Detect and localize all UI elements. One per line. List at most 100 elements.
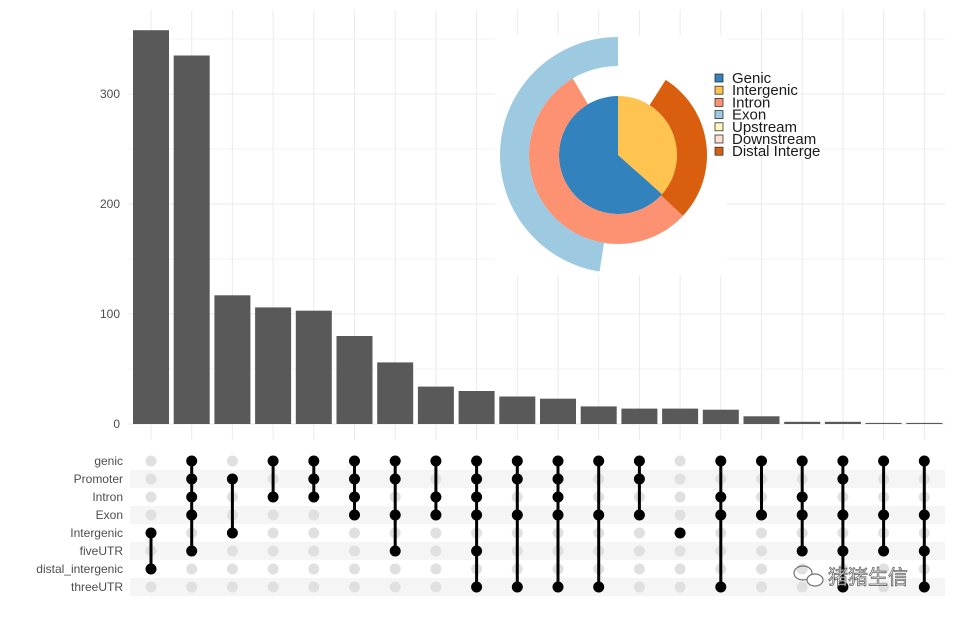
y-tick-label: 200 bbox=[100, 197, 120, 211]
intersection-bar bbox=[621, 408, 658, 424]
matrix-dot-empty bbox=[796, 581, 808, 593]
intersection-bar bbox=[336, 336, 373, 424]
matrix-dot-empty bbox=[308, 563, 320, 575]
matrix-dot-filled bbox=[267, 455, 279, 467]
matrix-dot-empty bbox=[145, 491, 157, 503]
matrix-dot-filled bbox=[918, 581, 930, 593]
matrix-dot-filled bbox=[918, 545, 930, 557]
matrix-dot-empty bbox=[267, 545, 279, 557]
matrix-dot-filled bbox=[145, 527, 157, 539]
legend-label: Upstream bbox=[732, 119, 797, 136]
intersection-bar bbox=[133, 30, 169, 424]
matrix-dot-empty bbox=[674, 563, 686, 575]
legend-swatch bbox=[714, 134, 724, 144]
wechat-icon-bubble bbox=[806, 573, 824, 587]
matrix-dot-filled bbox=[715, 509, 727, 521]
wechat-icon bbox=[793, 565, 813, 581]
legend-swatch bbox=[714, 110, 724, 119]
matrix-dot-filled bbox=[837, 509, 849, 521]
legend-label: Intron bbox=[732, 94, 770, 111]
matrix-dot-filled bbox=[471, 509, 483, 521]
matrix-dot-filled bbox=[837, 581, 849, 593]
matrix-dot-empty bbox=[674, 509, 686, 521]
matrix-dot-empty bbox=[349, 581, 360, 593]
matrix-dot-empty bbox=[674, 455, 686, 467]
matrix-dot-filled bbox=[511, 473, 523, 485]
set-label: Intergenic bbox=[70, 526, 123, 540]
matrix-dot-empty bbox=[756, 545, 767, 557]
matrix-dot-filled bbox=[430, 509, 442, 521]
matrix-row-stripe bbox=[130, 470, 945, 488]
set-label: Exon bbox=[96, 508, 123, 522]
intersection-bar bbox=[173, 55, 210, 424]
matrix-dot-filled bbox=[878, 455, 890, 467]
matrix-dot-empty bbox=[674, 491, 686, 503]
legend-swatch bbox=[714, 146, 724, 156]
matrix-dot-filled bbox=[918, 455, 930, 467]
intersection-bar bbox=[458, 391, 495, 424]
matrix-dot-filled bbox=[633, 509, 645, 521]
matrix-dot-filled bbox=[633, 455, 645, 467]
matrix-dot-empty bbox=[226, 581, 238, 593]
matrix-dot-empty bbox=[389, 563, 401, 575]
matrix-dot-filled bbox=[593, 509, 605, 521]
matrix-dot-filled bbox=[430, 455, 442, 467]
matrix-dot-filled bbox=[186, 545, 198, 557]
matrix-dot-filled bbox=[756, 509, 767, 521]
matrix-dot-empty bbox=[308, 581, 320, 593]
watermark: 猪猪生信 bbox=[793, 565, 908, 589]
pie-segment-intergenic bbox=[618, 96, 677, 195]
set-label: Promoter bbox=[74, 472, 123, 486]
matrix-dot-filled bbox=[471, 581, 483, 593]
intersection-bar bbox=[214, 295, 251, 424]
matrix-dot-filled bbox=[511, 455, 523, 467]
set-label: distal_intergenic bbox=[36, 562, 123, 576]
matrix-dot-filled bbox=[308, 455, 320, 467]
matrix-dot-empty bbox=[756, 581, 767, 593]
matrix-dot-empty bbox=[878, 563, 890, 575]
matrix-dot-filled bbox=[471, 473, 483, 485]
matrix-dot-filled bbox=[552, 581, 564, 593]
matrix-dot-filled bbox=[471, 545, 483, 557]
matrix-dot-empty bbox=[389, 581, 401, 593]
pie-segment-exon bbox=[500, 37, 618, 272]
matrix-dot-filled bbox=[226, 473, 238, 485]
intersection-bar bbox=[702, 409, 739, 424]
matrix-dot-empty bbox=[226, 545, 238, 557]
matrix-dot-filled bbox=[552, 491, 564, 503]
legend-swatch bbox=[714, 85, 724, 95]
matrix-dot-empty bbox=[267, 527, 279, 539]
matrix-dot-empty bbox=[674, 581, 686, 593]
set-label: genic bbox=[94, 454, 123, 468]
matrix-dot-filled bbox=[349, 455, 360, 467]
legend-label: Downstream bbox=[732, 131, 816, 148]
matrix-dot-empty bbox=[878, 581, 890, 593]
matrix-dot-empty bbox=[308, 509, 320, 521]
matrix-dot-filled bbox=[796, 455, 808, 467]
matrix-dot-filled bbox=[756, 455, 767, 467]
intersection-bar bbox=[540, 398, 576, 424]
matrix-dot-empty bbox=[674, 473, 686, 485]
matrix-dot-empty bbox=[349, 563, 360, 575]
intersection-bar bbox=[906, 422, 943, 424]
matrix-dot-empty bbox=[308, 545, 320, 557]
matrix-dot-empty bbox=[633, 527, 645, 539]
matrix-dot-empty bbox=[796, 563, 808, 575]
matrix-dot-filled bbox=[593, 455, 605, 467]
matrix-dot-filled bbox=[796, 509, 808, 521]
matrix-dot-filled bbox=[715, 581, 727, 593]
matrix-dot-empty bbox=[633, 563, 645, 575]
matrix-row-stripe bbox=[130, 542, 945, 560]
matrix-dot-filled bbox=[552, 509, 564, 521]
legend-label: Intergenic bbox=[732, 82, 798, 99]
pie-segment-intron bbox=[529, 78, 683, 244]
matrix-dot-filled bbox=[837, 545, 849, 557]
matrix-dot-filled bbox=[349, 509, 360, 521]
matrix-dot-empty bbox=[430, 527, 442, 539]
matrix-dot-filled bbox=[308, 473, 320, 485]
matrix-dot-filled bbox=[389, 473, 401, 485]
matrix-dot-filled bbox=[796, 545, 808, 557]
matrix-dot-filled bbox=[471, 455, 483, 467]
matrix-dot-filled bbox=[186, 455, 198, 467]
